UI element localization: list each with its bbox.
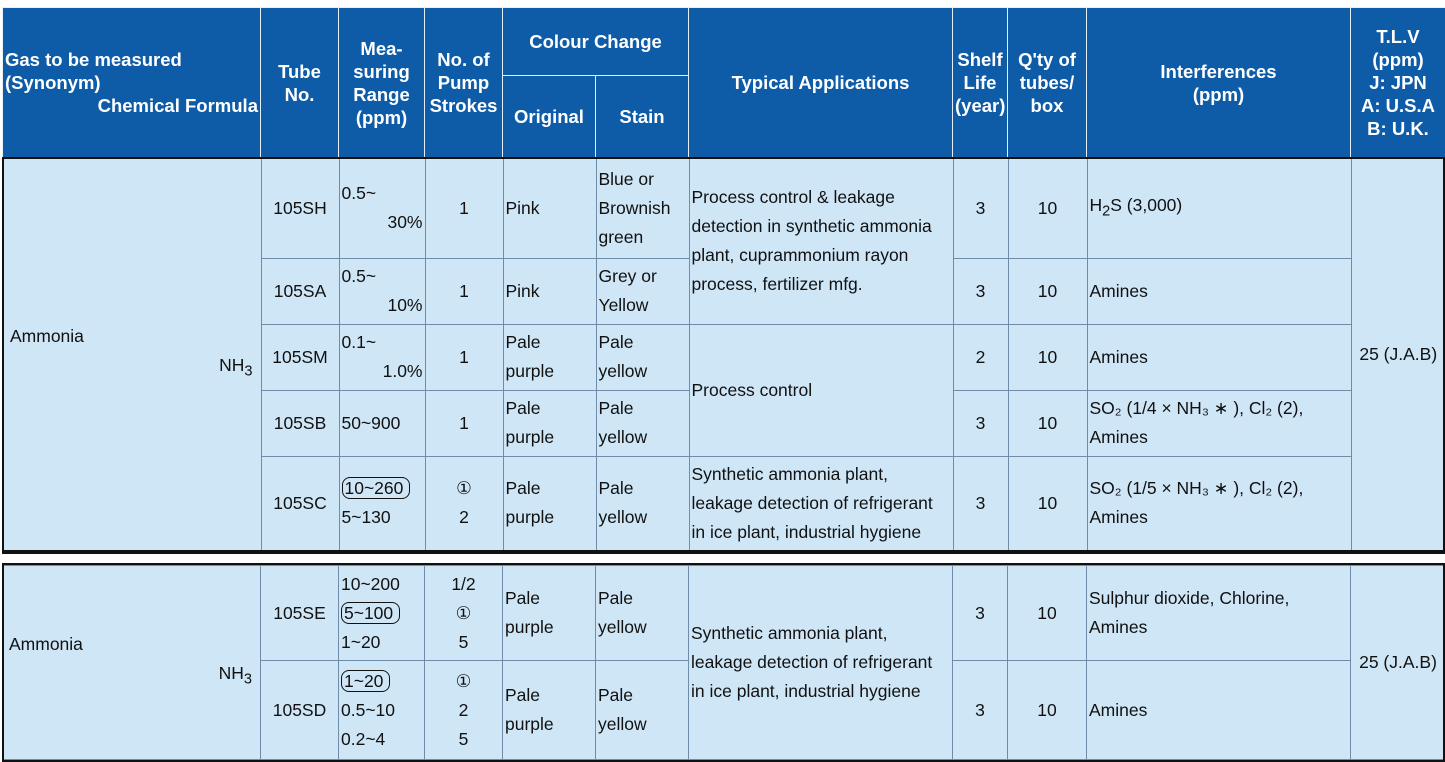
gas-name: Ammonia — [9, 634, 83, 655]
gas-cell: Ammonia NH3 — [2, 565, 261, 760]
interferences: SO₂ (1/5 × NH₃ ∗ ), Cl₂ (2), Amines — [1086, 455, 1352, 552]
stain-colour: Pale yellow — [595, 565, 689, 661]
strokes: ① 2 5 — [424, 660, 503, 760]
table-row: Ammonia NH3 105SH 0.5~ 30% 1 Pink Blue or… — [2, 157, 1445, 552]
header-shelf: Shelf Life (year) — [952, 7, 1008, 158]
range: 0.5~ 30% — [338, 157, 426, 259]
interferences: Amines — [1086, 323, 1352, 391]
stain-colour: Pale yellow — [595, 323, 690, 391]
qty: 10 — [1007, 455, 1088, 552]
tube-no: 105SD — [260, 660, 339, 760]
gas-formula: NH3 — [219, 355, 253, 380]
header-tube: Tube No. — [260, 7, 339, 158]
selected-range: 1~20 — [341, 669, 391, 692]
tube-no: 105SB — [260, 389, 340, 457]
strokes: 1 — [424, 323, 504, 391]
original-colour: Pale purple — [502, 455, 597, 552]
ammonia-table-1: Ammonia NH3 105SH 0.5~ 30% 1 Pink Blue or… — [2, 157, 1445, 552]
tube-no: 105SC — [260, 455, 340, 552]
applications: Synthetic ammonia plant, leakage detecti… — [688, 565, 953, 760]
qty: 10 — [1007, 660, 1087, 760]
qty: 10 — [1007, 565, 1087, 661]
header-tlv-line2: (ppm) — [1372, 49, 1424, 70]
interferences: SO₂ (1/4 × NH₃ ∗ ), Cl₂ (2), Amines — [1086, 389, 1352, 457]
header-strokes: No. of Pump Strokes — [424, 7, 503, 158]
shelf-life: 3 — [952, 257, 1009, 325]
interferences: Sulphur dioxide, Chlorine, Amines — [1086, 565, 1351, 661]
original-colour: Pink — [502, 157, 597, 259]
header-colour-change: Colour Change — [502, 7, 689, 76]
strokes: 1 — [424, 389, 504, 457]
stain-colour: Blue or Brownish green — [595, 157, 690, 259]
range: 1~20 0.5~10 0.2~4 — [338, 660, 425, 760]
range: 10~200 5~100 1~20 — [338, 565, 425, 661]
header-qty: Q'ty of tubes/ box — [1007, 7, 1087, 158]
header-interferences: Interferences (ppm) — [1086, 7, 1351, 158]
range: 50~900 — [338, 389, 426, 457]
tube-no: 105SH — [260, 157, 340, 259]
stain-colour: Pale yellow — [595, 455, 690, 552]
tube-no: 105SE — [260, 565, 339, 661]
stain-colour: Grey or Yellow — [595, 257, 690, 325]
range: 0.1~ 1.0% — [338, 323, 426, 391]
shelf-life: 2 — [952, 323, 1009, 391]
qty: 10 — [1007, 323, 1088, 391]
strokes: 1/2 ① 5 — [424, 565, 503, 661]
qty: 10 — [1007, 389, 1088, 457]
header-range: Mea- suring Range (ppm) — [338, 7, 425, 158]
header-applications: Typical Applications — [688, 7, 953, 158]
shelf-life: 3 — [952, 389, 1009, 457]
qty: 10 — [1007, 257, 1088, 325]
header-gas-line2: (Synonym) — [5, 72, 101, 93]
interferences: H2S (3,000) — [1086, 157, 1352, 259]
strokes: 1 — [424, 257, 504, 325]
header-tlv-line3: J: JPN — [1369, 72, 1427, 93]
gas-name: Ammonia — [10, 326, 84, 347]
shelf-life: 3 — [952, 455, 1009, 552]
qty: 10 — [1007, 157, 1088, 259]
stain-colour: Pale yellow — [595, 389, 690, 457]
header-tlv-line1: T.L.V — [1376, 26, 1420, 47]
interferences: Amines — [1086, 257, 1352, 325]
tlv: 25 (J.A.B) — [1350, 157, 1445, 552]
tlv: 25 (J.A.B) — [1350, 565, 1445, 760]
original-colour: Pale purple — [502, 389, 597, 457]
tube-no: 105SM — [260, 323, 340, 391]
header-stain: Stain — [595, 75, 689, 158]
shelf-life: 3 — [952, 157, 1009, 259]
ammonia-table-2: Ammonia NH3 105SE 10~200 5~100 1~20 1/2 … — [2, 565, 1445, 760]
selected-range: 10~260 — [341, 477, 411, 500]
gas-cell: Ammonia NH3 — [2, 157, 262, 552]
applications: Process control — [688, 323, 954, 457]
shelf-life: 3 — [952, 565, 1008, 661]
header-tlv-line5: B: U.K. — [1367, 118, 1429, 139]
table-header: Gas to be measured (Synonym) Chemical Fo… — [2, 7, 1445, 158]
table-row: Ammonia NH3 105SE 10~200 5~100 1~20 1/2 … — [2, 565, 1445, 760]
header-tlv: T.L.V (ppm) J: JPN A: U.S.A B: U.K. — [1350, 7, 1445, 158]
original-colour: Pale purple — [502, 660, 596, 760]
original-colour: Pale purple — [502, 323, 597, 391]
tube-no: 105SA — [260, 257, 340, 325]
stain-colour: Pale yellow — [595, 660, 689, 760]
header-gas-line3: Chemical Formula — [97, 95, 258, 116]
interferences: Amines — [1086, 660, 1351, 760]
range: 10~260 5~130 — [338, 455, 426, 552]
applications: Synthetic ammonia plant, leakage detecti… — [688, 455, 954, 552]
original-colour: Pale purple — [502, 565, 596, 661]
header-original: Original — [502, 75, 596, 158]
original-colour: Pink — [502, 257, 597, 325]
selected-range: 5~100 — [341, 601, 401, 624]
header-gas-line1: Gas to be measured — [5, 49, 182, 70]
strokes: 1 — [424, 157, 504, 259]
range: 0.5~ 10% — [338, 257, 426, 325]
header-gas: Gas to be measured (Synonym) Chemical Fo… — [2, 7, 261, 158]
gas-formula: NH3 — [218, 663, 252, 688]
applications: Process control & leakage detection in s… — [688, 157, 954, 325]
header-tlv-line4: A: U.S.A — [1361, 95, 1435, 116]
shelf-life: 3 — [952, 660, 1008, 760]
